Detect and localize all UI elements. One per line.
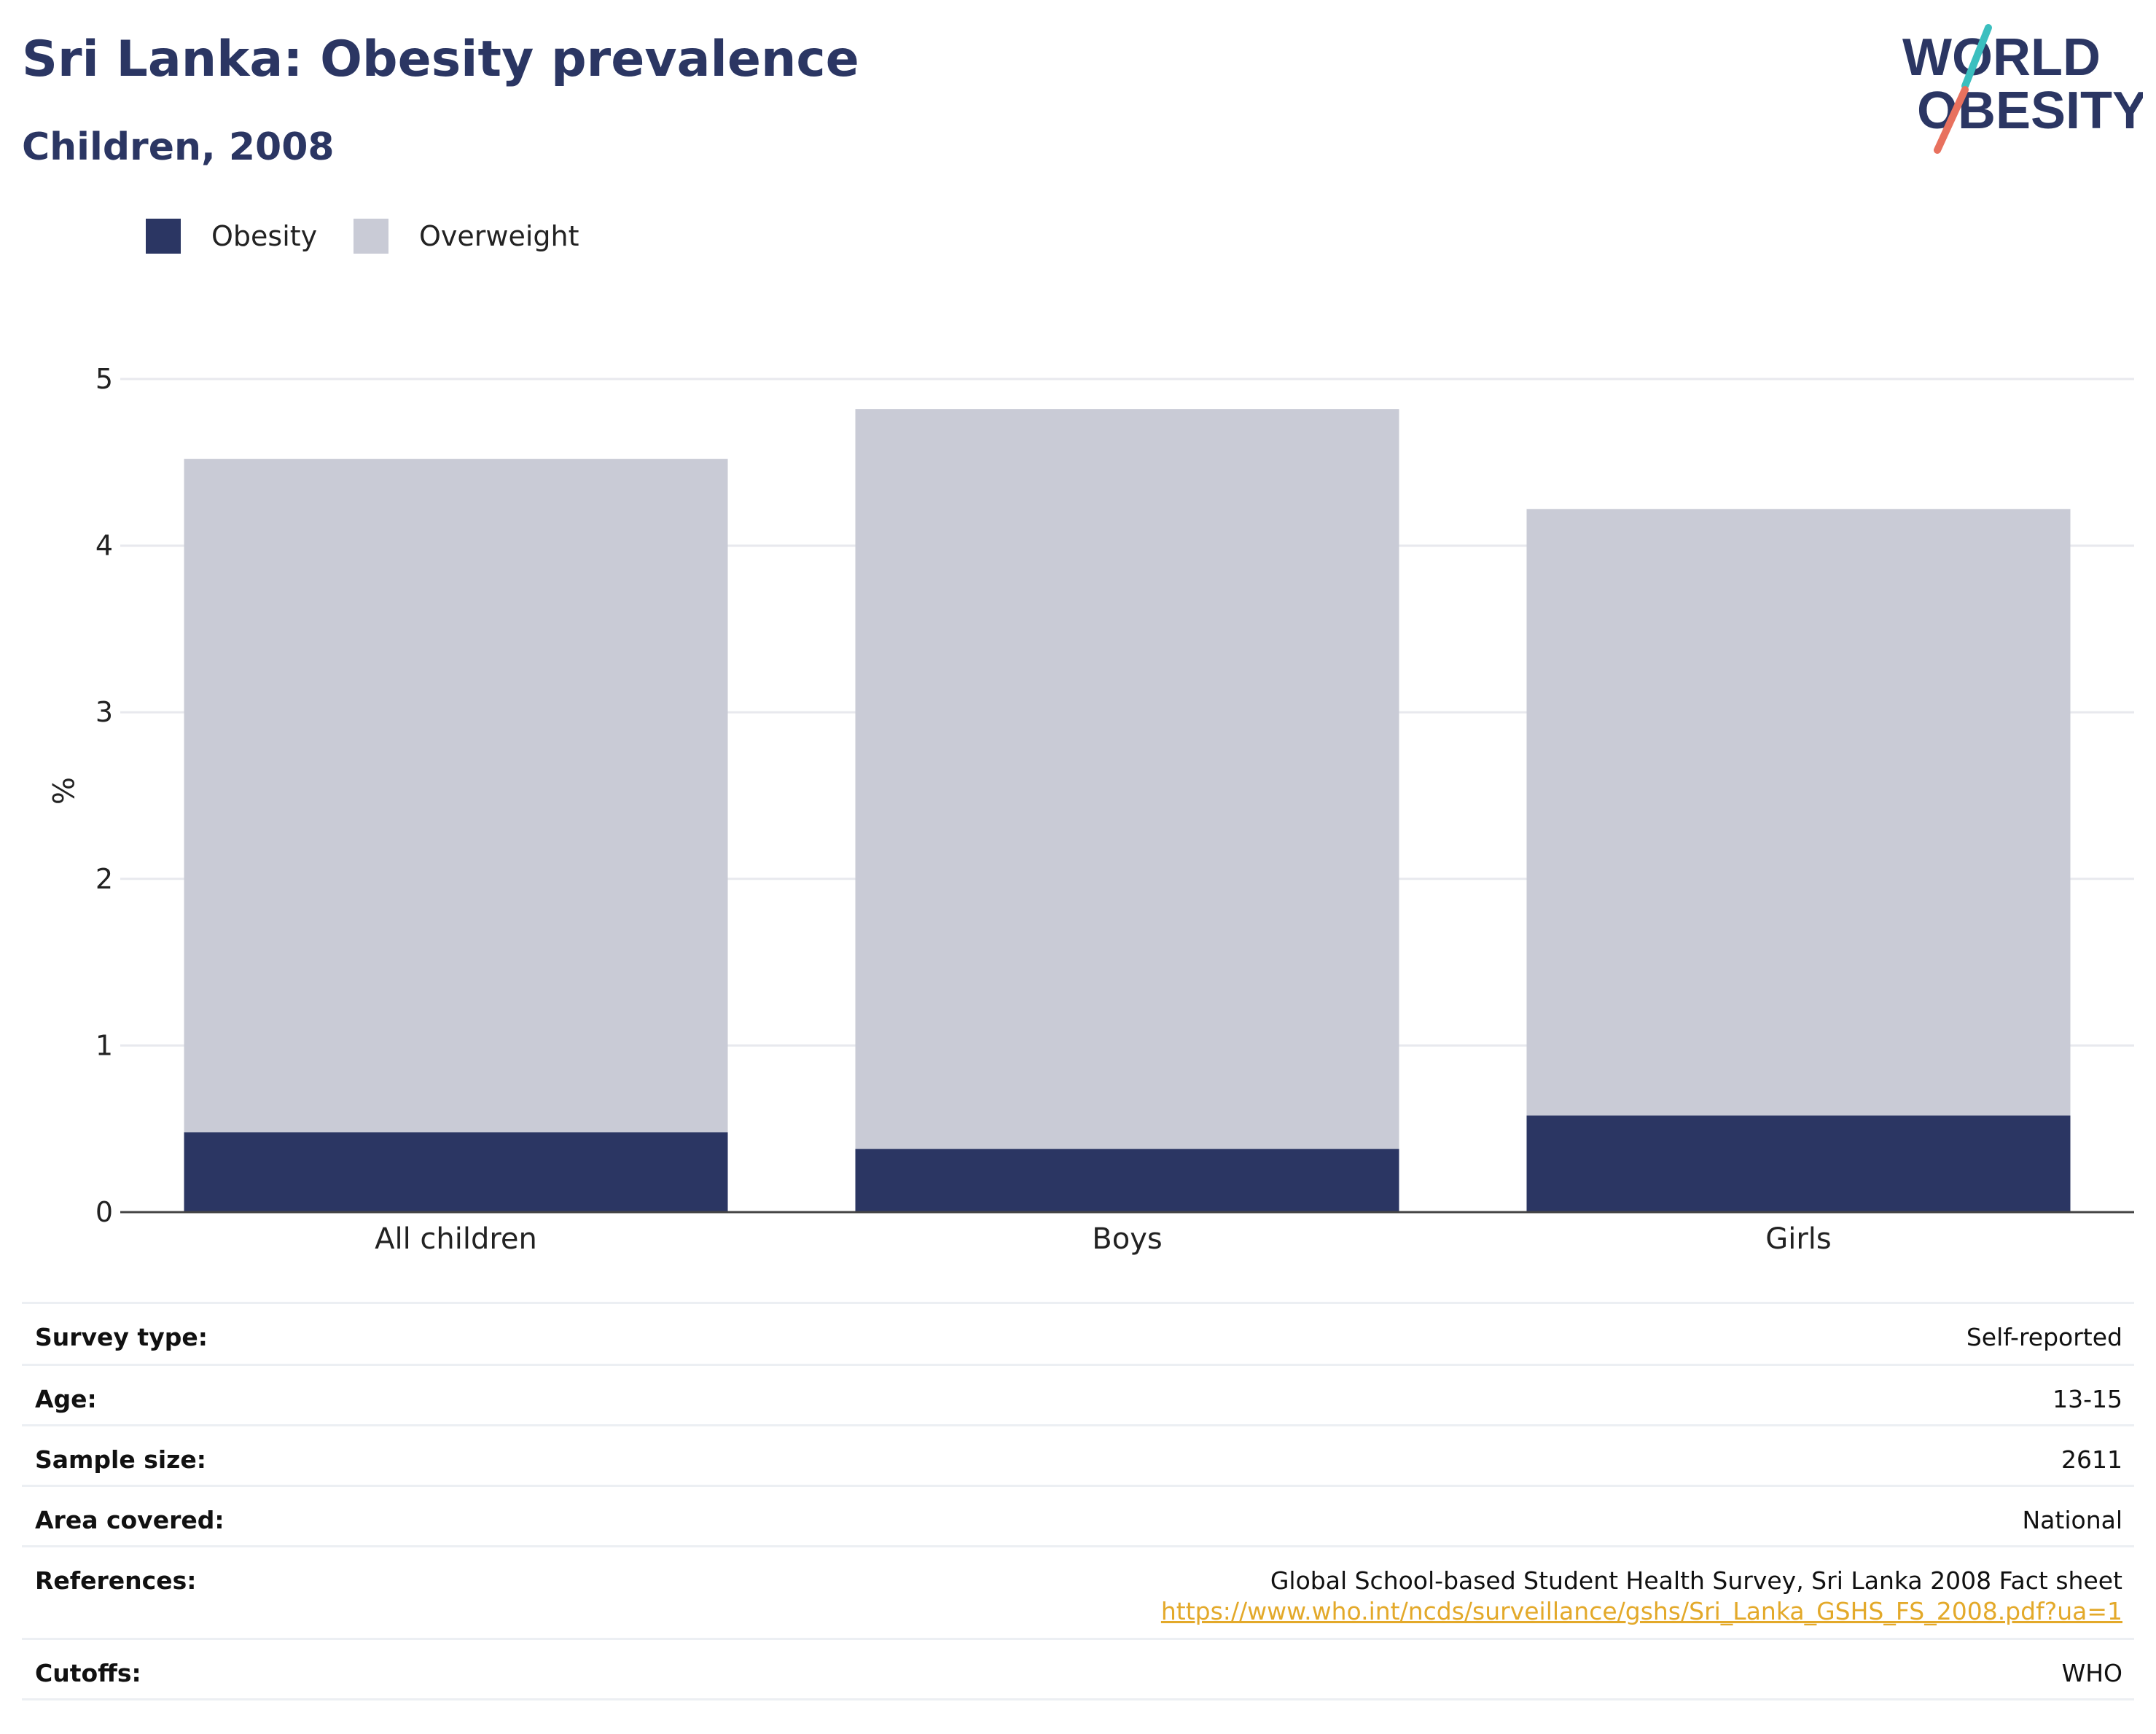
y-tick-label: 4 — [95, 530, 113, 562]
x-tick-label: All children — [375, 1222, 537, 1256]
area-covered-value: National — [2022, 1506, 2122, 1534]
y-tick-label: 5 — [95, 363, 113, 395]
legend-label-obesity: Obesity — [211, 220, 318, 252]
bar-obesity-girls — [1526, 1115, 2071, 1212]
legend-swatch-obesity — [146, 219, 181, 254]
y-tick-label: 1 — [95, 1029, 113, 1061]
references-value: Global School-based Student Health Surve… — [1270, 1566, 2122, 1595]
bar-obesity-boys — [855, 1149, 1399, 1212]
area-covered-label: Area covered: — [35, 1506, 224, 1534]
cutoffs-label: Cutoffs: — [35, 1659, 141, 1687]
legend-swatch-overweight — [354, 219, 388, 254]
cutoffs-value: WHO — [2061, 1659, 2122, 1687]
info-row-cutoffs: Cutoffs: WHO — [22, 1638, 2134, 1700]
x-tick-label: Boys — [1092, 1222, 1162, 1256]
survey-type-label: Survey type: — [35, 1323, 208, 1351]
survey-info-table: Survey type: Self-reported Age: 13-15 Sa… — [22, 1302, 2134, 1700]
age-value: 13-15 — [2053, 1385, 2122, 1413]
logo-line-1: WORLD — [1902, 28, 2101, 87]
info-row-survey-type: Survey type: Self-reported — [22, 1302, 2134, 1364]
legend-label-overweight: Overweight — [419, 220, 579, 252]
info-row-references: References: Global School-based Student … — [22, 1545, 2134, 1638]
info-row-age: Age: 13-15 — [22, 1364, 2134, 1424]
survey-type-value: Self-reported — [1966, 1323, 2122, 1351]
bar-chart: 0 1 2 3 4 5% All children Boys Girls — [45, 363, 2134, 1256]
bar-obesity-all-children — [184, 1132, 728, 1212]
info-row-area-covered: Area covered: National — [22, 1485, 2134, 1545]
chart-subtitle: Children, 2008 — [22, 125, 335, 169]
age-label: Age: — [35, 1385, 97, 1413]
y-tick-label: 0 — [95, 1196, 113, 1228]
references-label: References: — [35, 1566, 197, 1595]
y-tick-label: 3 — [95, 696, 113, 728]
y-tick-label: 2 — [95, 863, 113, 895]
logo-coral-slash — [1934, 86, 1969, 154]
y-axis-label: % — [45, 777, 79, 805]
world-obesity-logo: WORLD OBESITY — [1902, 24, 2143, 154]
info-row-sample-size: Sample size: 2611 — [22, 1424, 2134, 1485]
chart-title: Sri Lanka: Obesity prevalence — [22, 31, 859, 88]
bar-overweight-boys — [855, 409, 1399, 1149]
bar-overweight-girls — [1526, 509, 2071, 1116]
x-tick-label: Girls — [1765, 1222, 1832, 1256]
references-link[interactable]: https://www.who.int/ncds/surveillance/gs… — [1160, 1597, 2122, 1625]
logo-teal-slash — [1961, 24, 1992, 90]
bar-overweight-all-children — [184, 458, 728, 1133]
sample-size-value: 2611 — [2061, 1445, 2122, 1474]
sample-size-label: Sample size: — [35, 1445, 206, 1474]
